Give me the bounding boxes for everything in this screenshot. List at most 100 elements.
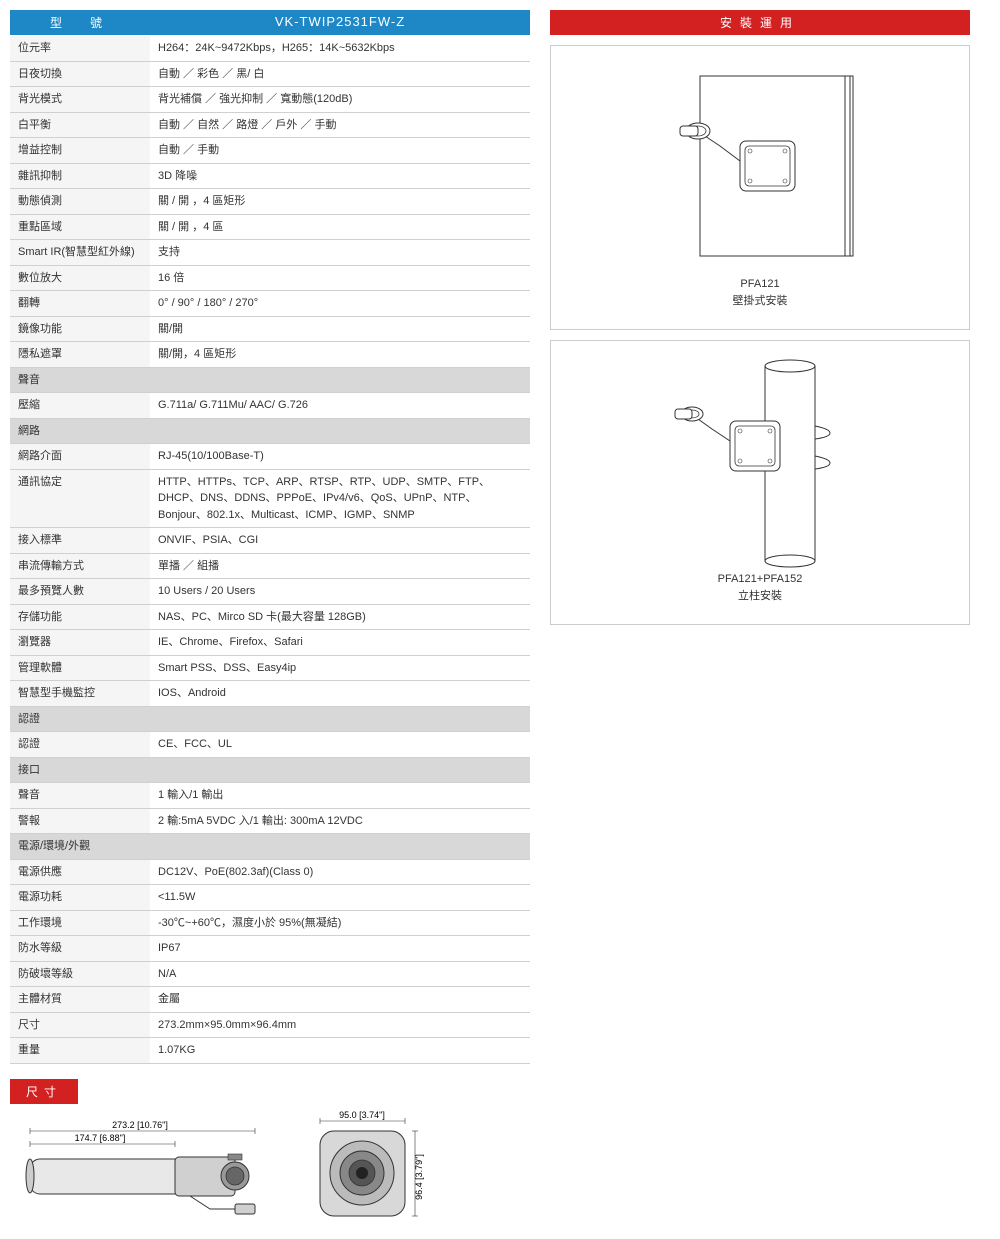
side-view-diagram: 273.2 [10.76"] 174.7 [6.88"] xyxy=(10,1119,270,1219)
spec-value: HTTP、HTTPs、TCP、ARP、RTSP、RTP、UDP、SMTP、FTP… xyxy=(150,469,530,528)
dimensions-label: 尺寸 xyxy=(10,1079,78,1104)
pole-mount-diagram xyxy=(571,361,949,561)
install-pole-mount: PFA121+PFA152 立柱安裝 xyxy=(550,340,970,625)
spec-row: 主體材質金屬 xyxy=(10,987,530,1013)
spec-value: NAS、PC、Mirco SD 卡(最大容量 128GB) xyxy=(150,604,530,630)
spec-value: 關/開，4 區矩形 xyxy=(150,342,530,368)
svg-text:273.2 [10.76"]: 273.2 [10.76"] xyxy=(112,1120,168,1130)
spec-row: 動態偵測關 / 開 ，4 區矩形 xyxy=(10,189,530,215)
spec-label: 認證 xyxy=(10,732,150,758)
spec-row: 防水等級IP67 xyxy=(10,936,530,962)
spec-row: 重量1.07KG xyxy=(10,1038,530,1064)
spec-row: 網路介面RJ-45(10/100Base-T) xyxy=(10,444,530,470)
section-row: 接口 xyxy=(10,757,530,783)
install-column: 安裝運用 PFA121 xyxy=(550,10,970,1064)
section-row: 網路 xyxy=(10,418,530,444)
spec-label: 網路介面 xyxy=(10,444,150,470)
spec-value: Smart PSS、DSS、Easy4ip xyxy=(150,655,530,681)
spec-row: 接入標準ONVIF、PSIA、CGI xyxy=(10,528,530,554)
spec-column: 型 號 VK-TWIP2531FW-Z 位元率H264：24K~9472Kbps… xyxy=(10,10,530,1064)
spec-label: 壓縮 xyxy=(10,393,150,419)
section-row: 聲音 xyxy=(10,367,530,393)
spec-value: <11.5W xyxy=(150,885,530,911)
spec-row: 電源功耗<11.5W xyxy=(10,885,530,911)
section-row: 電源/環境/外觀 xyxy=(10,834,530,860)
spec-value: ONVIF、PSIA、CGI xyxy=(150,528,530,554)
spec-row: 日夜切換自動 ／ 彩色 ／ 黑/ 白 xyxy=(10,61,530,87)
spec-value: H264：24K~9472Kbps，H265：14K~5632Kbps xyxy=(150,36,530,61)
spec-value: IP67 xyxy=(150,936,530,962)
spec-row: 智慧型手機監控IOS、Android xyxy=(10,681,530,707)
spec-row: 串流傳輸方式單播 ／ 組播 xyxy=(10,553,530,579)
svg-text:96.4 [3.79"]: 96.4 [3.79"] xyxy=(414,1154,424,1200)
spec-row: 增益控制自動 ／ 手動 xyxy=(10,138,530,164)
spec-label: 最多預覽人數 xyxy=(10,579,150,605)
spec-row: 防破壞等級N/A xyxy=(10,961,530,987)
spec-label: 尺寸 xyxy=(10,1012,150,1038)
spec-row: 雜訊抑制3D 降噪 xyxy=(10,163,530,189)
spec-label: 工作環境 xyxy=(10,910,150,936)
spec-value: RJ-45(10/100Base-T) xyxy=(150,444,530,470)
pole-mount-caption: PFA121+PFA152 立柱安裝 xyxy=(571,571,949,604)
spec-value: 支持 xyxy=(150,240,530,266)
spec-value: 自動 ／ 手動 xyxy=(150,138,530,164)
spec-value: G.711a/ G.711Mu/ AAC/ G.726 xyxy=(150,393,530,419)
spec-value: 3D 降噪 xyxy=(150,163,530,189)
spec-label: 增益控制 xyxy=(10,138,150,164)
spec-label: 瀏覽器 xyxy=(10,630,150,656)
spec-value: 16 倍 xyxy=(150,265,530,291)
spec-row: 位元率H264：24K~9472Kbps，H265：14K~5632Kbps xyxy=(10,36,530,61)
model-label: 型 號 xyxy=(10,10,150,35)
spec-row: 數位放大16 倍 xyxy=(10,265,530,291)
spec-row: 管理軟體Smart PSS、DSS、Easy4ip xyxy=(10,655,530,681)
spec-label: 主體材質 xyxy=(10,987,150,1013)
spec-value: DC12V、PoE(802.3af)(Class 0) xyxy=(150,859,530,885)
spec-value: 關 / 開 ，4 區 xyxy=(150,214,530,240)
install-wall-mount: PFA121 壁掛式安裝 xyxy=(550,45,970,330)
spec-label: 存儲功能 xyxy=(10,604,150,630)
spec-label: 背光模式 xyxy=(10,87,150,113)
spec-row: 聲音1 輸入/1 輸出 xyxy=(10,783,530,809)
front-view-diagram: 95.0 [3.74"] 96.4 [3.79"] xyxy=(300,1109,430,1229)
spec-value: CE、FCC、UL xyxy=(150,732,530,758)
spec-table: 位元率H264：24K~9472Kbps，H265：14K~5632Kbps日夜… xyxy=(10,36,530,1064)
spec-value: 273.2mm×95.0mm×96.4mm xyxy=(150,1012,530,1038)
spec-row: 認證CE、FCC、UL xyxy=(10,732,530,758)
spec-label: 防破壞等級 xyxy=(10,961,150,987)
spec-value: 背光補償 ／ 強光抑制 ／ 寬動態(120dB) xyxy=(150,87,530,113)
spec-value: 10 Users / 20 Users xyxy=(150,579,530,605)
spec-row: 隱私遮罩關/開，4 區矩形 xyxy=(10,342,530,368)
spec-row: 重點區域關 / 開 ，4 區 xyxy=(10,214,530,240)
spec-row: 最多預覽人數10 Users / 20 Users xyxy=(10,579,530,605)
spec-value: 關/開 xyxy=(150,316,530,342)
spec-value: 自動 ／ 彩色 ／ 黑/ 白 xyxy=(150,61,530,87)
spec-row: 背光模式背光補償 ／ 強光抑制 ／ 寬動態(120dB) xyxy=(10,87,530,113)
model-header: 型 號 VK-TWIP2531FW-Z xyxy=(10,10,530,35)
spec-row: 電源供應DC12V、PoE(802.3af)(Class 0) xyxy=(10,859,530,885)
spec-label: 警報 xyxy=(10,808,150,834)
spec-label: Smart IR(智慧型紅外線) xyxy=(10,240,150,266)
spec-value: 關 / 開 ，4 區矩形 xyxy=(150,189,530,215)
spec-label: 翻轉 xyxy=(10,291,150,317)
spec-row: 工作環境-30℃~+60℃，濕度小於 95%(無凝結) xyxy=(10,910,530,936)
spec-value: IOS、Android xyxy=(150,681,530,707)
spec-label: 重點區域 xyxy=(10,214,150,240)
wall-mount-diagram xyxy=(571,66,949,266)
spec-label: 隱私遮罩 xyxy=(10,342,150,368)
svg-text:95.0 [3.74"]: 95.0 [3.74"] xyxy=(339,1110,385,1120)
spec-row: 壓縮G.711a/ G.711Mu/ AAC/ G.726 xyxy=(10,393,530,419)
svg-text:174.7 [6.88"]: 174.7 [6.88"] xyxy=(75,1133,126,1143)
spec-row: 白平衡自動 ／ 自然 ／ 路燈 ／ 戶外 ／ 手動 xyxy=(10,112,530,138)
spec-value: 自動 ／ 自然 ／ 路燈 ／ 戶外 ／ 手動 xyxy=(150,112,530,138)
wall-mount-caption: PFA121 壁掛式安裝 xyxy=(571,276,949,309)
spec-value: 單播 ／ 組播 xyxy=(150,553,530,579)
spec-label: 聲音 xyxy=(10,783,150,809)
spec-row: 鏡像功能關/開 xyxy=(10,316,530,342)
section-row: 認證 xyxy=(10,706,530,732)
spec-label: 智慧型手機監控 xyxy=(10,681,150,707)
spec-label: 雜訊抑制 xyxy=(10,163,150,189)
spec-value: N/A xyxy=(150,961,530,987)
spec-row: 尺寸273.2mm×95.0mm×96.4mm xyxy=(10,1012,530,1038)
spec-row: Smart IR(智慧型紅外線)支持 xyxy=(10,240,530,266)
spec-value: 1 輸入/1 輸出 xyxy=(150,783,530,809)
